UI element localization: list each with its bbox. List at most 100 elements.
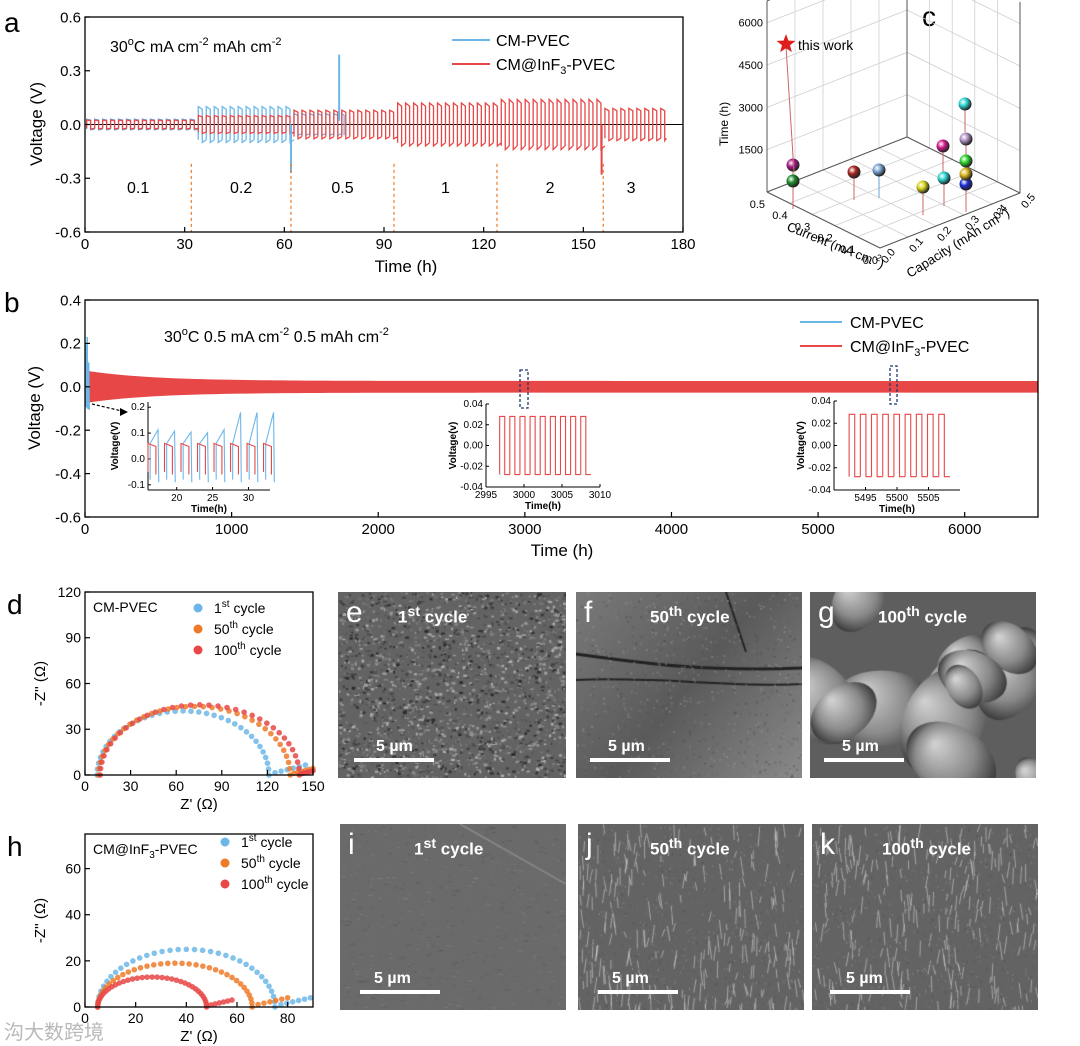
eis-point [137, 716, 143, 722]
eis-point [249, 734, 255, 740]
text-part: mAh cm [209, 39, 272, 56]
x-tick-label: 120 [256, 778, 280, 794]
eis-point [281, 747, 287, 753]
text-part: cycle [246, 642, 282, 658]
inset-series-cm-inf3-pvec [500, 416, 591, 474]
eis-point [130, 958, 136, 964]
watermark-text: 沟大数跨境 [4, 1016, 104, 1045]
inset-y-tick-label: 0.1 [131, 428, 145, 439]
y-tick-label: -0.6 [55, 224, 81, 241]
eis-point [167, 948, 173, 954]
cycle-label: 50th cycle [650, 836, 730, 860]
eis-point [244, 729, 250, 735]
eis-point [144, 963, 150, 969]
text-part: C mA cm [134, 39, 199, 56]
eis-point [206, 702, 212, 708]
data-point-sphere [960, 133, 973, 146]
eis-point [295, 759, 301, 765]
inset-y-tick-label: 0.00 [812, 441, 832, 452]
inset-y-tick-label: 0.02 [812, 418, 832, 429]
capacity-tick-label: 0.1 [907, 235, 926, 254]
text-part: cycle [257, 834, 293, 850]
data-point-sphere [787, 175, 800, 188]
eis-point [184, 947, 190, 953]
y-tick-label: 60 [65, 861, 81, 877]
y-tick-label: 0.3 [60, 63, 81, 80]
text-part: -2 [199, 36, 209, 48]
scale-bar [830, 990, 910, 994]
text-part: -PVEC [920, 339, 969, 356]
cycle-number: 50 [650, 840, 669, 859]
panel-label: h [7, 831, 23, 862]
text-part: cycle [273, 876, 309, 892]
eis-point [243, 962, 249, 968]
cycle-number: 100 [882, 840, 910, 859]
data-point-sphere [917, 181, 930, 194]
y-tick-label: 90 [65, 630, 81, 646]
eis-point [278, 768, 284, 774]
scale-bar [360, 990, 440, 994]
scale-bar [590, 758, 670, 762]
eis-point [276, 730, 282, 736]
legend-label: CM@InF3-PVEC [850, 339, 969, 359]
y-tick-label: 120 [58, 584, 82, 600]
x-tick-label: 90 [214, 778, 230, 794]
x-tick-label: 0 [81, 778, 89, 794]
grid-line [790, 148, 930, 203]
cycle-sup: th [669, 836, 682, 852]
y-tick-label: 0.6 [60, 9, 81, 26]
eis-point [290, 747, 296, 753]
inset-x-tick-label: 3005 [551, 490, 574, 501]
x-tick-label: 0 [81, 236, 89, 253]
scale-bar-label: 5 µm [608, 738, 645, 756]
eis-point [249, 965, 255, 971]
text-part: 50 [214, 621, 230, 637]
legend-label: 1st cycle [214, 599, 266, 616]
text-part: -2 [379, 326, 389, 338]
eis-point [131, 967, 137, 973]
x-tick-label: 6000 [948, 521, 981, 538]
text-part: th [237, 641, 245, 652]
eis-point [113, 969, 119, 975]
data-point-sphere [960, 155, 973, 168]
scale-bar-label: 5 µm [376, 738, 413, 756]
eis-point [282, 735, 288, 741]
eis-point [170, 705, 176, 711]
y-tick-label: -0.4 [55, 466, 81, 483]
x-axis-label: Z' (Ω) [180, 1028, 217, 1045]
text-part: CM@InF [850, 339, 914, 356]
eis-point [124, 962, 130, 968]
eis-point [186, 961, 192, 967]
capacity-tick-label: 0.5 [1019, 191, 1038, 210]
eis-point [145, 713, 151, 719]
eis-point [112, 735, 118, 741]
legend-label: 100th cycle [214, 641, 282, 658]
eis-point [266, 766, 272, 772]
eis-point [261, 1000, 267, 1006]
sem-image-g: g 100th cycle 5 µm [810, 592, 1036, 778]
eis-point [257, 744, 263, 750]
y-tick-label: 0.4 [60, 292, 81, 309]
cycle-sup: st [407, 604, 420, 620]
scale-bar-label: 5 µm [612, 970, 649, 988]
panel-label: c [922, 1, 936, 32]
cycle-sup: st [423, 836, 436, 852]
inset-x-tick-label: 3010 [589, 490, 612, 501]
current-density-label: 0.5 [331, 180, 353, 197]
y-tick-label: -0.3 [55, 171, 81, 188]
eis-point [172, 960, 178, 966]
current-density-label: 2 [546, 180, 555, 197]
eis-point [120, 972, 126, 978]
legend-marker [194, 604, 203, 613]
text-part: -PVEC [566, 57, 615, 74]
panel-label: f [584, 596, 592, 630]
current-density-label: 1 [441, 180, 450, 197]
scale-bar [824, 758, 904, 762]
x-tick-label: 30 [176, 236, 193, 253]
eis-point [164, 975, 170, 981]
eis-point [257, 716, 263, 722]
cycle-sup: th [669, 604, 682, 620]
text-part: -PVEC [155, 841, 198, 857]
y-axis-label: Voltage (V) [25, 366, 44, 450]
text-part: 100 [241, 876, 265, 892]
